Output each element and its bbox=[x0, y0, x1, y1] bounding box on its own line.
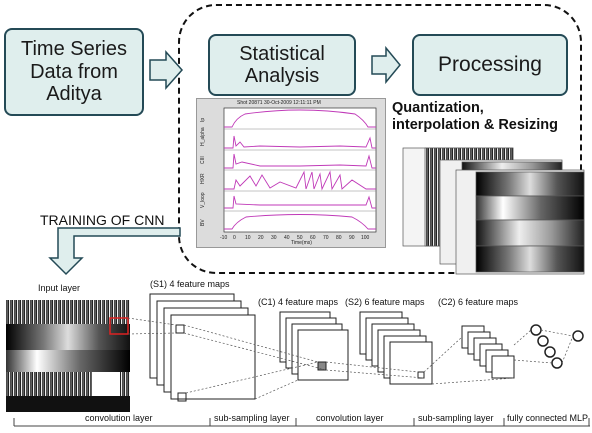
plot-xtick-3: 20 bbox=[258, 235, 264, 241]
plot-xtick-4: 30 bbox=[271, 235, 277, 241]
plot-ylabel-5: BV bbox=[200, 219, 206, 226]
analysis-group-frame bbox=[178, 4, 582, 274]
plot-xtick-0: -10 bbox=[220, 235, 227, 241]
processed-images bbox=[402, 147, 585, 275]
plot-ylabel-0: Ip bbox=[200, 118, 206, 122]
c2-label: (C2) 6 feature maps bbox=[438, 297, 519, 307]
arrow-down bbox=[48, 227, 181, 276]
time-series-label: Time Series Data from Aditya bbox=[21, 38, 127, 106]
statistical-analysis-label: Statistical Analysis bbox=[239, 42, 325, 87]
c2-maps bbox=[461, 325, 515, 379]
s2-maps bbox=[359, 311, 433, 385]
plot-xtick-10: 90 bbox=[349, 235, 355, 241]
plot-xtick-9: 80 bbox=[336, 235, 342, 241]
plot-xtick-7: 60 bbox=[310, 235, 316, 241]
plot-ylabel-3: HXR bbox=[200, 173, 206, 184]
plot-ylabel-1: H_alpha bbox=[200, 127, 206, 146]
s1-maps bbox=[149, 293, 256, 402]
plot-xtick-1: 0 bbox=[233, 235, 236, 241]
convolution-layer-1-label: convolution layer bbox=[85, 413, 153, 423]
arrow-1 bbox=[149, 50, 184, 90]
plot-xtick-11: 100 bbox=[361, 235, 370, 241]
arrow-2 bbox=[371, 45, 401, 85]
processing-box: Processing bbox=[412, 34, 568, 96]
mlp-label: fully connected MLP bbox=[507, 413, 589, 423]
subsampling-layer-2-label: sub-sampling layer bbox=[418, 413, 494, 423]
plot-xlabel: Time(ms) bbox=[291, 240, 312, 246]
statistical-analysis-box: Statistical Analysis bbox=[208, 34, 356, 96]
c1-maps bbox=[279, 311, 349, 381]
s1-label: (S1) 4 feature maps bbox=[150, 279, 230, 289]
processing-label: Processing bbox=[438, 53, 542, 77]
plot-xtick-2: 10 bbox=[245, 235, 251, 241]
input-layer-image bbox=[6, 300, 130, 412]
mlp-neurons bbox=[530, 324, 584, 369]
plot-header: Shot 20871 30-Oct-2009 12:11:11 PM bbox=[237, 100, 321, 106]
c1-label: (C1) 4 feature maps bbox=[258, 297, 339, 307]
plot-ylabel-4: V_loop bbox=[200, 192, 206, 208]
input-layer-label: Input layer bbox=[38, 283, 81, 293]
plot-xtick-6: 50 bbox=[297, 235, 303, 241]
s2-label: (S2) 6 feature maps bbox=[345, 297, 425, 307]
time-series-box: Time Series Data from Aditya bbox=[4, 28, 144, 116]
subsampling-layer-1-label: sub-sampling layer bbox=[214, 413, 290, 423]
plot-xtick-8: 70 bbox=[323, 235, 329, 241]
convolution-layer-2-label: convolution layer bbox=[316, 413, 384, 423]
plot-xtick-5: 40 bbox=[284, 235, 290, 241]
training-label: TRAINING OF CNN bbox=[40, 212, 165, 228]
plot-ylabel-2: CIII bbox=[200, 156, 206, 164]
quantization-label: Quantization, interpolation & Resizing bbox=[392, 100, 558, 134]
